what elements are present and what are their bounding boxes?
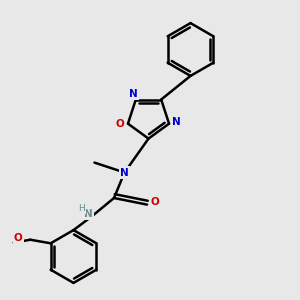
Text: O: O xyxy=(14,233,22,243)
Text: N: N xyxy=(129,89,138,99)
Text: O: O xyxy=(116,119,124,129)
Text: N: N xyxy=(84,208,93,219)
Text: N: N xyxy=(120,167,129,178)
Text: N: N xyxy=(172,117,181,127)
Text: O: O xyxy=(150,197,159,207)
Text: H: H xyxy=(79,204,85,213)
